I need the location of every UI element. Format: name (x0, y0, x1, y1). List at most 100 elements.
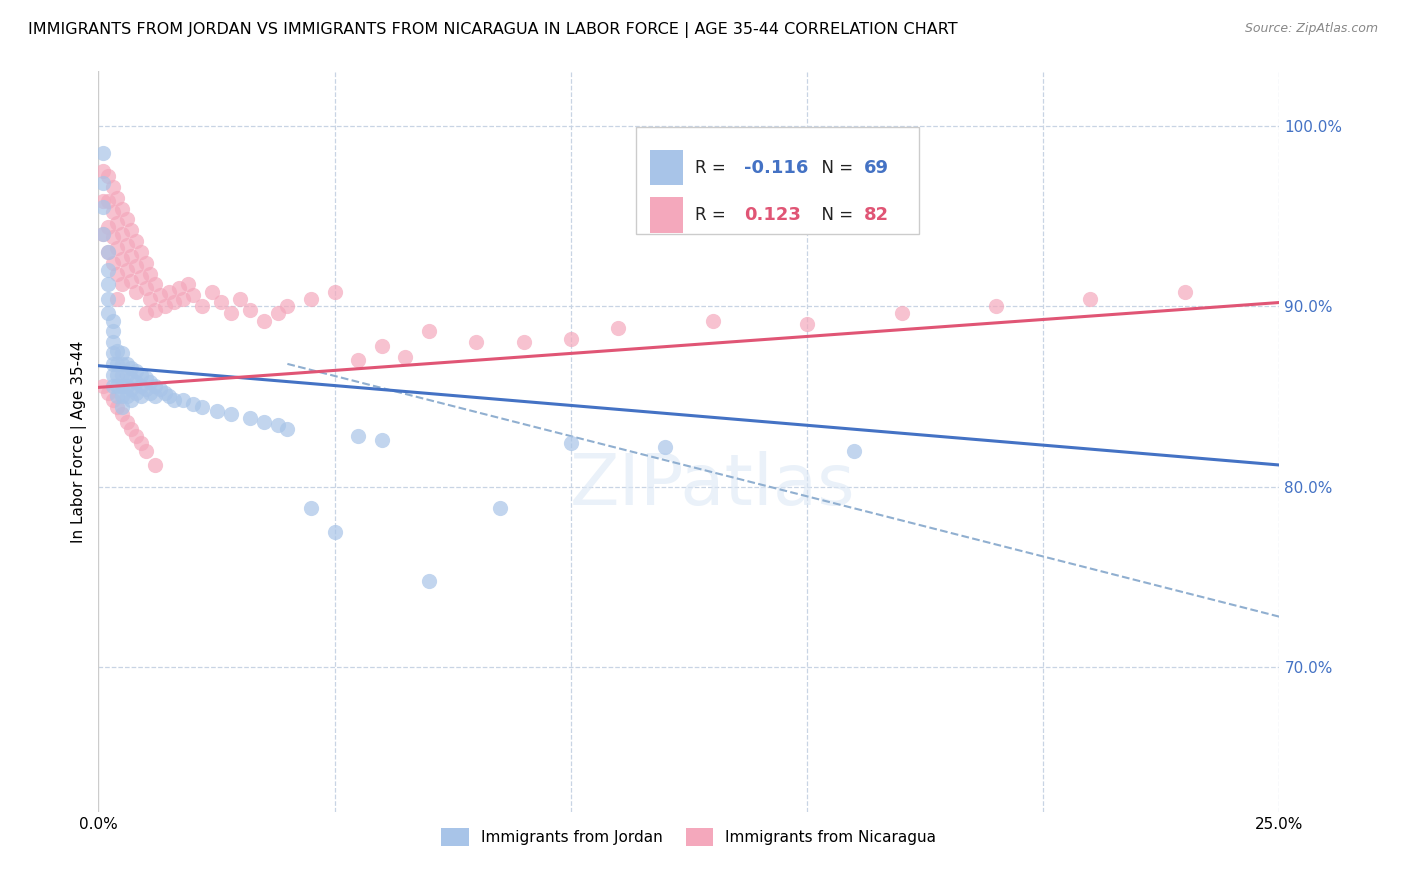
Text: 82: 82 (863, 206, 889, 224)
Point (125, 429, 148, 443)
Point (101, 368, 124, 382)
Point (91, 163, 114, 178)
Point (239, 411, 262, 425)
Point (560, 332, 582, 346)
Point (205, 404, 228, 418)
Point (101, 180, 124, 194)
Point (163, 392, 186, 407)
Point (129, 436, 152, 450)
Point (105, 357, 128, 371)
Point (121, 223, 143, 237)
Point (135, 443, 157, 458)
Point (125, 285, 148, 299)
Point (97, 385, 120, 400)
Point (91, 194, 114, 209)
Point (101, 392, 124, 407)
Point (149, 382, 172, 396)
Text: N =: N = (811, 206, 858, 224)
Point (135, 306, 157, 320)
Point (347, 353, 370, 368)
Text: R =: R = (695, 159, 731, 177)
Point (115, 378, 138, 392)
Point (135, 371, 157, 385)
Point (135, 281, 157, 295)
Point (347, 429, 370, 443)
Text: 0.123: 0.123 (744, 206, 801, 224)
Point (105, 368, 128, 382)
Point (139, 375, 162, 389)
Point (191, 299, 214, 313)
Point (97, 219, 120, 234)
Point (97, 244, 120, 259)
Point (105, 344, 128, 359)
Point (101, 256, 124, 270)
Point (172, 292, 194, 306)
Point (465, 335, 488, 350)
Point (267, 306, 290, 320)
Point (129, 244, 152, 259)
Point (105, 267, 128, 281)
Point (418, 574, 440, 588)
Point (105, 401, 128, 415)
Point (153, 385, 176, 400)
Point (111, 401, 134, 415)
Point (91, 227, 114, 241)
Point (111, 227, 134, 241)
Point (607, 320, 630, 334)
Point (115, 263, 138, 277)
Point (111, 389, 134, 403)
FancyBboxPatch shape (650, 150, 683, 186)
Point (97, 263, 120, 277)
Point (172, 392, 194, 407)
Point (135, 256, 157, 270)
Text: 69: 69 (863, 159, 889, 177)
Y-axis label: In Labor Force | Age 35-44: In Labor Force | Age 35-44 (72, 341, 87, 542)
Point (984, 299, 1007, 313)
Text: N =: N = (811, 159, 858, 177)
Point (844, 443, 866, 458)
Point (121, 392, 143, 407)
Point (101, 205, 124, 219)
Point (135, 382, 157, 396)
Point (105, 191, 128, 205)
Point (101, 378, 124, 392)
Point (276, 422, 298, 436)
Point (105, 292, 128, 306)
Point (139, 385, 162, 400)
Point (276, 299, 298, 313)
Point (239, 302, 262, 317)
Point (219, 408, 242, 422)
Point (101, 325, 124, 339)
Point (105, 389, 128, 403)
Point (1080, 292, 1102, 306)
Point (418, 325, 440, 339)
FancyBboxPatch shape (650, 197, 683, 233)
Point (121, 274, 143, 288)
Point (371, 339, 394, 353)
Point (121, 422, 143, 436)
Point (253, 313, 276, 327)
Point (115, 212, 138, 227)
Point (115, 368, 138, 382)
Point (371, 433, 394, 447)
Point (121, 371, 143, 385)
Point (101, 335, 124, 350)
Point (91, 177, 114, 191)
Point (489, 501, 512, 516)
Point (111, 277, 134, 292)
Point (153, 299, 176, 313)
Point (121, 248, 143, 262)
Point (157, 285, 180, 299)
Point (323, 285, 346, 299)
Text: R =: R = (695, 206, 731, 224)
Point (125, 234, 148, 248)
Point (101, 346, 124, 360)
Point (97, 292, 120, 306)
Point (111, 378, 134, 392)
Point (101, 230, 124, 244)
Point (253, 415, 276, 429)
Point (181, 396, 204, 410)
Point (105, 216, 128, 230)
Point (229, 292, 252, 306)
Point (201, 285, 224, 299)
